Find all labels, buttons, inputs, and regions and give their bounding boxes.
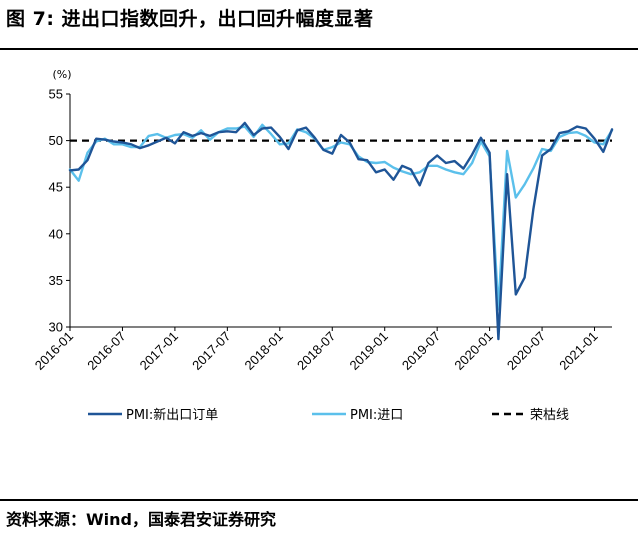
x-tick-label: 2020-01 bbox=[451, 329, 495, 373]
source-note: 资料来源：Wind，国泰君安证券研究 bbox=[6, 510, 276, 529]
legend-new-export-orders-label: PMI:新出口订单 bbox=[126, 407, 218, 423]
x-tick-label: 2017-01 bbox=[137, 329, 181, 373]
title-divider bbox=[0, 48, 638, 50]
y-unit-label: (%) bbox=[52, 68, 71, 81]
y-tick-label: 30 bbox=[49, 320, 63, 335]
x-tick-label: 2019-01 bbox=[346, 329, 390, 373]
x-tick-label: 2018-01 bbox=[242, 329, 286, 373]
x-tick-label: 2021-01 bbox=[556, 329, 600, 373]
y-tick-label: 40 bbox=[49, 226, 63, 241]
legend-threshold: 荣枯线 bbox=[492, 408, 569, 423]
legend: PMI:新出口订单 PMI:进口 荣枯线 bbox=[88, 407, 569, 423]
x-tick-label: 2019-07 bbox=[399, 329, 443, 373]
new-export-orders-line bbox=[68, 121, 614, 341]
legend-new-export-orders: PMI:新出口订单 bbox=[88, 407, 218, 423]
x-axis: 2016-01 2016-07 2017-01 2017-07 2018-01 2018-… bbox=[32, 326, 612, 373]
y-tick-label: 45 bbox=[49, 180, 63, 195]
x-tick-label: 2020-07 bbox=[504, 329, 548, 373]
legend-threshold-label: 荣枯线 bbox=[530, 408, 569, 423]
x-tick-label: 2018-07 bbox=[294, 329, 338, 373]
y-tick-label: 55 bbox=[49, 87, 63, 102]
legend-imports-label: PMI:进口 bbox=[350, 408, 403, 423]
x-tick-label: 2017-07 bbox=[189, 329, 233, 373]
source-divider bbox=[0, 499, 638, 501]
x-tick-label: 2016-01 bbox=[32, 329, 76, 373]
series-layer bbox=[68, 121, 614, 341]
imports-line bbox=[68, 123, 614, 311]
y-tick-label: 35 bbox=[49, 273, 63, 288]
x-tick-label: 2016-07 bbox=[84, 329, 128, 373]
figure-title: 图 7: 进出口指数回升，出口回升幅度显著 bbox=[6, 8, 374, 30]
y-tick-label: 50 bbox=[49, 133, 63, 148]
legend-imports: PMI:进口 bbox=[312, 408, 403, 423]
y-axis: 30 35 40 45 50 55 (%) bbox=[49, 68, 72, 335]
